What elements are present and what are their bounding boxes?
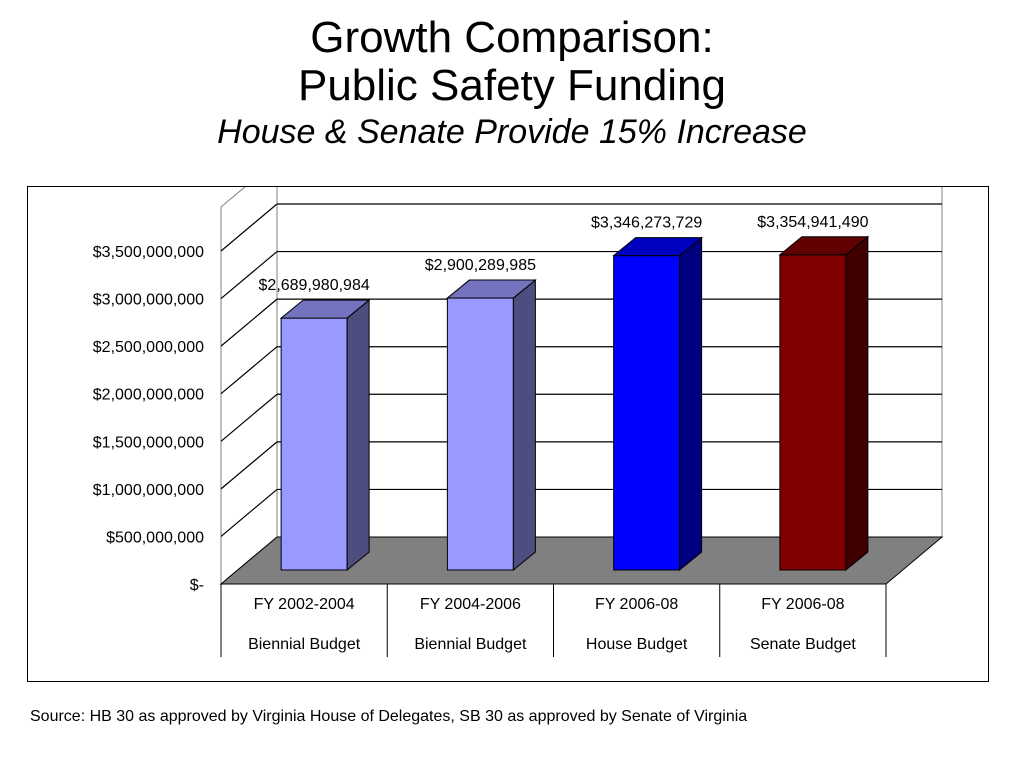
y-tick-label: $1,500,000,000 <box>93 434 204 451</box>
data-label: $3,346,273,729 <box>591 215 702 232</box>
bar <box>613 255 681 571</box>
data-label: $2,900,289,985 <box>425 257 536 274</box>
bar-side <box>346 299 370 572</box>
bar-top <box>778 236 870 256</box>
bar-top <box>612 237 704 257</box>
source-note: Source: HB 30 as approved by Virginia Ho… <box>30 708 748 725</box>
y-tick-label: $2,000,000,000 <box>93 387 204 404</box>
x-tick-label: Biennial Budget <box>414 636 527 653</box>
chart-frame: $- $500,000,000 $1,000,000,000 $1,500,000,0… <box>27 186 989 682</box>
gridline-side <box>220 393 278 442</box>
data-label: $3,354,941,490 <box>757 214 868 231</box>
y-tick-label: $3,000,000,000 <box>93 292 204 309</box>
x-tick-label: Biennial Budget <box>248 636 361 653</box>
y-tick-label: $500,000,000 <box>106 529 204 546</box>
bar-top <box>445 279 537 299</box>
chart-title-line2: Public Safety Funding <box>297 61 727 110</box>
bar <box>446 297 514 571</box>
bar-top <box>279 299 371 319</box>
data-label: $2,689,980,984 <box>259 277 370 294</box>
y-tick-label: $3,500,000,000 <box>93 244 204 261</box>
x-tick-label: Senate Budget <box>750 636 856 653</box>
y-tick-label: $- <box>190 577 204 594</box>
side-wall <box>220 187 278 586</box>
gridline-side <box>220 488 278 537</box>
bar <box>779 254 847 571</box>
gridline-side <box>220 203 278 252</box>
bar-side <box>845 235 869 572</box>
x-tick-label: FY 2006-08 <box>595 596 678 613</box>
title-block: Growth Comparison: Public Safety Funding… <box>0 14 1024 152</box>
gridline-side <box>220 346 278 395</box>
gridline-side <box>220 251 278 300</box>
chart-title-line1: Growth Comparison: <box>310 13 714 62</box>
gridline-side <box>220 441 278 490</box>
y-tick-label: $2,500,000,000 <box>93 339 204 356</box>
bar-side <box>679 236 703 572</box>
y-tick-label: $1,000,000,000 <box>93 482 204 499</box>
gridline-side <box>220 298 278 347</box>
x-tick-label: FY 2004-2006 <box>420 596 521 613</box>
bar <box>280 317 348 571</box>
bar-side <box>512 279 536 572</box>
bar-chart: $- $500,000,000 $1,000,000,000 $1,500,000,0… <box>93 187 944 657</box>
x-tick-label: House Budget <box>586 636 688 653</box>
x-tick-label: FY 2002-2004 <box>254 596 355 613</box>
x-tick-label: FY 2006-08 <box>761 596 844 613</box>
chart-subtitle: House & Senate Provide 15% Increase <box>217 113 807 151</box>
